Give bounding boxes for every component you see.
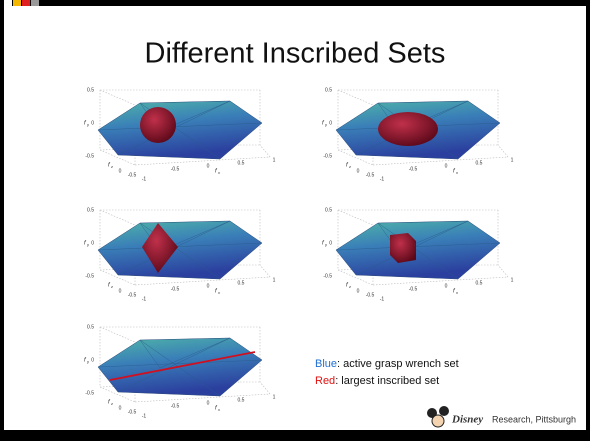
- axis-tick-label: 0: [119, 288, 122, 294]
- axis-tick-label: 0.5: [325, 87, 332, 93]
- axis-tick-label: 0: [207, 283, 210, 289]
- axis-tick-label: 0.5: [87, 324, 94, 330]
- axis-tick-label: 0.5: [476, 160, 483, 166]
- axis-label-sub: z: [349, 164, 351, 169]
- legend-entry: Red: largest inscribed set: [315, 375, 439, 387]
- axis-tick-label: 1: [273, 277, 276, 283]
- axis-tick-label: -0.5: [85, 390, 94, 396]
- inscribed-set: [378, 112, 438, 146]
- axis-tick-label: 0.5: [87, 87, 94, 93]
- axis-tick-label: 0.5: [476, 280, 483, 286]
- slide: Different Inscribed Sets 0.5 0 -0.5 0 -0.5 -1…: [0, 0, 590, 441]
- axis-label-sub: x: [456, 170, 458, 175]
- logo-brand: Disney: [451, 414, 483, 426]
- inscribed-set: [390, 233, 416, 263]
- axis-tick-label: 1: [273, 394, 276, 400]
- axis-tick-label: -0.5: [409, 286, 418, 292]
- legend-key: Red: [315, 375, 335, 387]
- axis-tick-label: -1: [380, 296, 385, 302]
- axis-label-sub: z: [111, 401, 113, 406]
- inscribed-set: [140, 107, 176, 143]
- axis-label-sub: y: [87, 242, 89, 247]
- axis-tick-label: 0: [329, 120, 332, 126]
- axis-tick-label: -0.5: [366, 172, 375, 178]
- axis-tick-label: 0: [119, 405, 122, 411]
- axis-tick-label: 0: [445, 283, 448, 289]
- top-bar: [0, 0, 590, 6]
- axis-label-sub: z: [111, 284, 113, 289]
- axis-label-sub: y: [325, 122, 327, 127]
- bottom-bar: [0, 430, 590, 441]
- axis-tick-label: -1: [380, 176, 385, 182]
- axis-tick-label: 1: [511, 157, 514, 163]
- legend-entry: Blue: active grasp wrench set: [315, 358, 459, 370]
- deco-square: [31, 0, 39, 6]
- axis-tick-label: -0.5: [366, 292, 375, 298]
- axis-tick-label: 0: [119, 168, 122, 174]
- axis-label-sub: x: [456, 290, 458, 295]
- legend-key: Blue: [315, 358, 337, 370]
- axis-tick-label: 0: [91, 240, 94, 246]
- axis-label-sub: y: [87, 359, 89, 364]
- legend-text: : active grasp wrench set: [337, 358, 459, 370]
- axis-tick-label: 1: [273, 157, 276, 163]
- slide-title: Different Inscribed Sets: [145, 38, 446, 70]
- axis-label-sub: z: [349, 284, 351, 289]
- axis-tick-label: 0.5: [87, 207, 94, 213]
- deco-square: [22, 0, 30, 6]
- axis-tick-label: -0.5: [323, 273, 332, 279]
- axis-tick-label: -0.5: [171, 286, 180, 292]
- axis-tick-label: -1: [142, 296, 147, 302]
- axis-tick-label: -0.5: [128, 172, 137, 178]
- deco-square: [13, 0, 21, 6]
- axis-tick-label: -0.5: [323, 153, 332, 159]
- axis-tick-label: 0: [357, 168, 360, 174]
- axis-label-sub: x: [218, 407, 220, 412]
- axis-tick-label: 0: [357, 288, 360, 294]
- axis-tick-label: -0.5: [409, 166, 418, 172]
- axis-tick-label: -0.5: [128, 409, 137, 415]
- left-bar: [0, 0, 4, 441]
- axis-label-sub: y: [325, 242, 327, 247]
- axis-tick-label: 0.5: [238, 160, 245, 166]
- axis-tick-label: -0.5: [171, 166, 180, 172]
- axis-tick-label: 0: [207, 400, 210, 406]
- axis-tick-label: -0.5: [85, 273, 94, 279]
- deco-square: [4, 0, 12, 6]
- axis-label-sub: z: [111, 164, 113, 169]
- axis-tick-label: 1: [511, 277, 514, 283]
- axis-tick-label: -1: [142, 176, 147, 182]
- axis-tick-label: -0.5: [128, 292, 137, 298]
- axis-tick-label: 0.5: [325, 207, 332, 213]
- axis-tick-label: 0: [329, 240, 332, 246]
- logo-face: [432, 415, 444, 427]
- legend-text: : largest inscribed set: [335, 375, 439, 387]
- axis-label-sub: y: [87, 122, 89, 127]
- axis-label-sub: x: [218, 290, 220, 295]
- axis-tick-label: 0.5: [238, 280, 245, 286]
- axis-label-sub: x: [218, 170, 220, 175]
- axis-tick-label: 0: [91, 120, 94, 126]
- axis-tick-label: 0.5: [238, 397, 245, 403]
- axis-tick-label: 0: [207, 163, 210, 169]
- logo-ear: [439, 406, 449, 416]
- axis-tick-label: -1: [142, 413, 147, 419]
- axis-tick-label: -0.5: [85, 153, 94, 159]
- right-bar: [586, 0, 590, 441]
- axis-tick-label: 0: [445, 163, 448, 169]
- logo-text: Research, Pittsburgh: [492, 414, 576, 424]
- axis-tick-label: -0.5: [171, 403, 180, 409]
- axis-tick-label: 0: [91, 357, 94, 363]
